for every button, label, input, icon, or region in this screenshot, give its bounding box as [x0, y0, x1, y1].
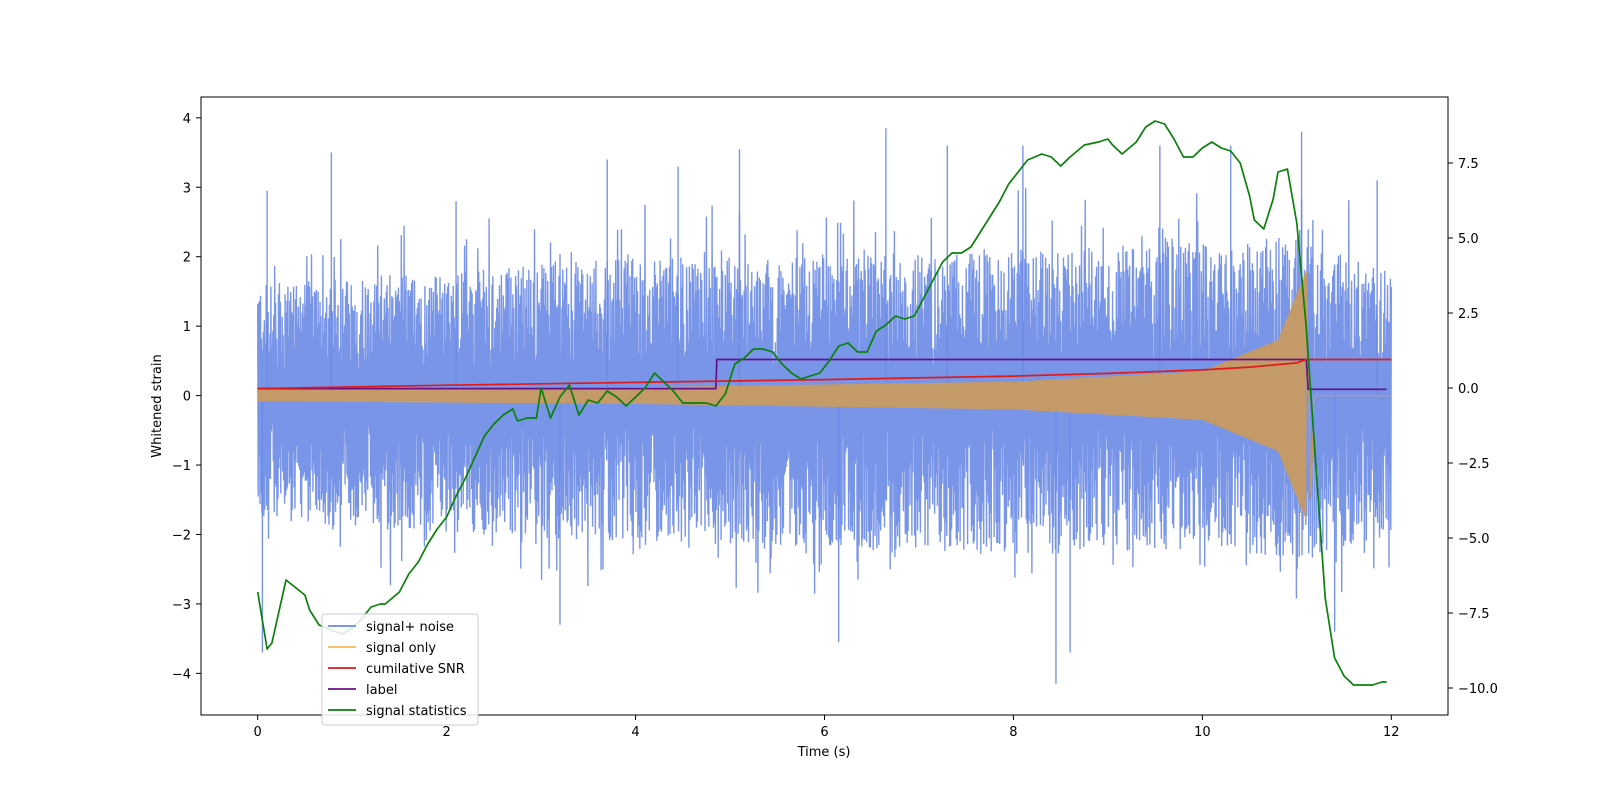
y-axis-label: Whitened strain [150, 354, 165, 457]
legend: signal+ noise signal only cumilative SNR la… [321, 613, 479, 726]
y-tick-label: −2 [172, 528, 191, 543]
plot-area [256, 120, 1392, 686]
y2-tick-label: 7.5 [1458, 157, 1479, 172]
legend-label: cumilative SNR [366, 662, 465, 677]
x-tick-label: 10 [1194, 725, 1211, 740]
y2-tick-label: 2.5 [1458, 307, 1479, 322]
y2-tick-label: 0.0 [1458, 382, 1479, 397]
series-signal-noise-line [257, 187, 1392, 599]
y2-tick-label: −10.0 [1458, 682, 1498, 697]
y-tick-label: 4 [183, 112, 191, 127]
series-signal-only-line [257, 270, 1392, 520]
y-tick-label: 2 [183, 251, 191, 266]
x-tick-label: 12 [1383, 725, 1400, 740]
y2-tick-label: −5.0 [1458, 532, 1490, 547]
y-tick-label: −3 [172, 598, 191, 613]
x-axis-label: Time (s) [797, 745, 851, 760]
x-tick-label: 4 [631, 725, 639, 740]
legend-label: label [366, 683, 397, 698]
y2-tick-label: −7.5 [1458, 607, 1490, 622]
legend-box [321, 613, 479, 726]
axes: 0 2 4 6 8 10 1243210−1−2−3−47.55.02.50.0−2.5−5… [172, 112, 1498, 740]
y-tick-label: −1 [172, 459, 191, 474]
y2-tick-label: −2.5 [1458, 457, 1490, 472]
y-tick-label: 1 [183, 320, 191, 335]
y-tick-label: −4 [172, 667, 191, 682]
y-tick-label: 0 [183, 390, 191, 405]
x-tick-label: 6 [820, 725, 828, 740]
y2-tick-label: 5.0 [1458, 232, 1479, 247]
x-tick-label: 2 [442, 725, 450, 740]
series-label-line [257, 358, 1387, 391]
x-tick-label: 8 [1009, 725, 1017, 740]
y-tick-label: 3 [183, 181, 191, 196]
series-signal-statistics-line [256, 120, 1387, 686]
series-cumulative-snr-line [257, 358, 1392, 390]
legend-label: signal only [366, 641, 436, 656]
legend-label: signal+ noise [366, 620, 454, 635]
x-tick-label: 0 [254, 725, 262, 740]
legend-label: signal statistics [366, 704, 467, 719]
